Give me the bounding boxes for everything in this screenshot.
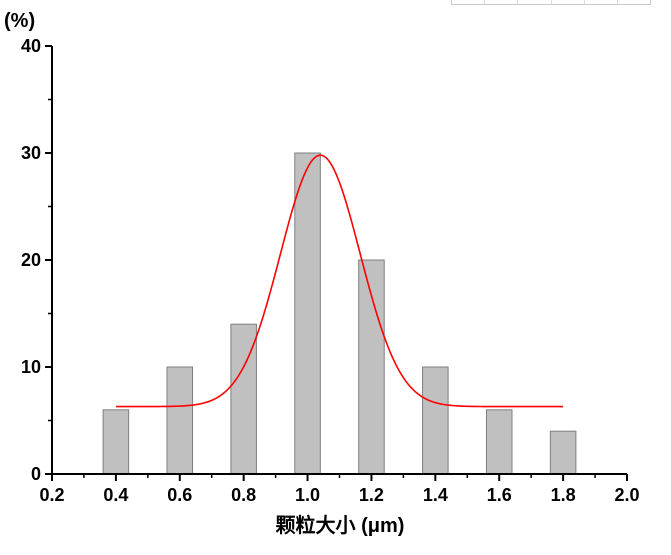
axes-layer: 0 10 20 30 40 0.2 0.4 0.6 0.8 1.0 1.2 1.4 1.6 1.8 2.0 — [21, 36, 640, 505]
y-tick-label: 40 — [21, 36, 41, 56]
x-tick-label: 0.8 — [231, 485, 256, 505]
x-tick-label: 0.4 — [103, 485, 128, 505]
x-tick-label: 1.6 — [487, 485, 512, 505]
bar-0 — [102, 409, 130, 475]
gaussian-fit-curve — [115, 154, 564, 408]
x-tick-label: 0.6 — [167, 485, 192, 505]
x-tick-label: 0.2 — [39, 485, 64, 505]
legend-frame — [451, 0, 651, 5]
x-axis-title: 颗粒大小 (μm) — [276, 513, 405, 537]
bar-1 — [166, 366, 194, 475]
y-unit-label: (%) — [4, 10, 35, 32]
fit-curve-layer — [115, 154, 564, 408]
y-tick-label: 20 — [21, 250, 41, 270]
x-tick-label: 1.2 — [359, 485, 384, 505]
y-tick-label: 0 — [31, 464, 41, 484]
x-tick-label: 1.4 — [423, 485, 448, 505]
bar-6 — [485, 409, 513, 475]
x-tick-label: 2.0 — [614, 485, 639, 505]
bar-4 — [358, 259, 385, 475]
x-tick-label: 1.0 — [295, 485, 320, 505]
y-tick-label: 10 — [21, 357, 41, 377]
bar-3 — [294, 152, 321, 475]
y-tick-label: 30 — [21, 143, 41, 163]
bars-layer — [102, 152, 577, 475]
bar-7 — [549, 430, 577, 475]
bar-5 — [422, 366, 449, 475]
x-tick-label: 1.8 — [551, 485, 576, 505]
